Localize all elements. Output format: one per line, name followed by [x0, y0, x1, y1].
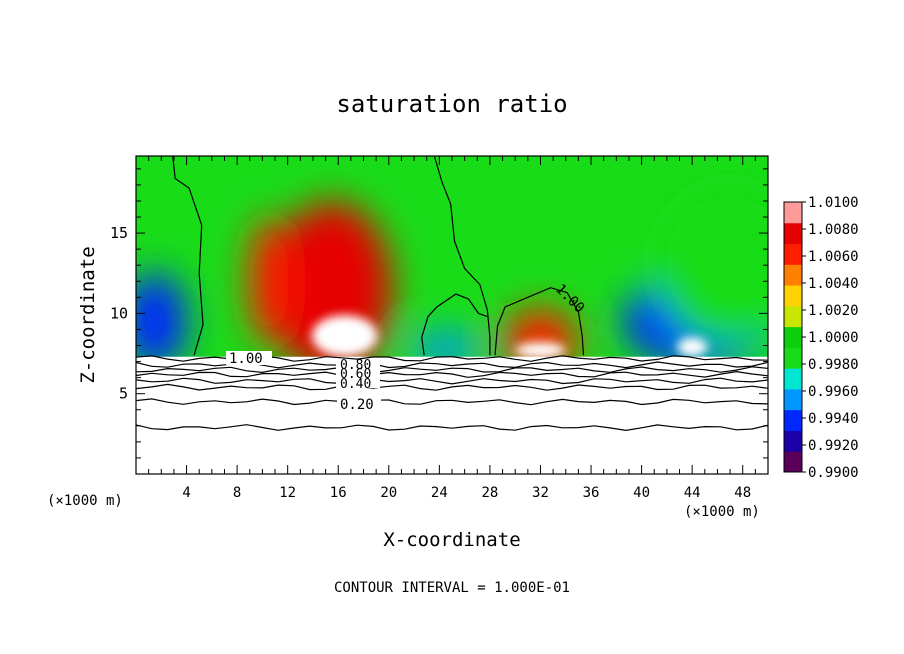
y-axis-ticks: 5 10 15: [110, 168, 768, 459]
colorbar-segment: [784, 388, 802, 411]
x-tick-label: 20: [380, 485, 397, 501]
colorbar-segment: [784, 409, 802, 431]
colorbar-segment: [784, 264, 802, 286]
x-tick-label: 32: [532, 485, 549, 501]
contour-line-lower-5: [136, 383, 768, 391]
contour-line-1-00-0: [172, 156, 204, 356]
saturated-core-1: [515, 342, 566, 359]
saturated-core-layer: [311, 315, 708, 359]
x-unit-label: (×1000 m): [684, 504, 760, 520]
colorbar-segment: [784, 285, 802, 307]
y-tick-label: 15: [110, 224, 128, 242]
colorbar-segment: [784, 347, 802, 369]
x-tick-label: 40: [633, 485, 650, 501]
contour-line-1-00-3: [494, 287, 585, 356]
contour-label-backdrop: [226, 351, 272, 365]
colorbar-tick-label: 0.9940: [808, 411, 859, 427]
x-tick-label: 48: [734, 485, 751, 501]
colorbar-tick-label: 1.0080: [808, 222, 859, 238]
x-tick-label: 28: [481, 485, 498, 501]
field-blob-6: [654, 184, 768, 346]
colorbar-tick-label: 0.9900: [808, 465, 859, 481]
plot-area: [136, 156, 768, 474]
x-tick-label: 36: [583, 485, 600, 501]
y-axis-label: Z-coordinate: [77, 246, 99, 383]
x-tick-label: 8: [233, 485, 241, 501]
x-tick-label: 24: [431, 485, 448, 501]
x-tick-label: 4: [182, 485, 190, 501]
colorbar-segment: [784, 202, 802, 224]
contour-line-lower-3: [136, 370, 768, 379]
contour-line-lower-7: [136, 424, 768, 432]
x-tick-label: 16: [330, 485, 347, 501]
colorbar-segment: [784, 368, 802, 390]
saturated-core-0: [311, 315, 378, 357]
contour-label-0-20: 0.20: [340, 397, 374, 413]
colorbar: 1.0100 1.0080 1.0060 1.0040 1.0020 1.0000 0.99…: [783, 195, 859, 481]
x-axis-label: X-coordinate: [383, 529, 520, 551]
colorbar-tick-label: 0.9980: [808, 357, 859, 373]
contour-label-0-80: 0.80: [340, 358, 371, 373]
contour-label-0-40: 0.40: [340, 377, 371, 392]
contour-label-1-00-lower: 1.00: [229, 351, 263, 367]
field-blob-3: [136, 273, 187, 370]
contour-interval-note: CONTOUR INTERVAL = 1.000E-01: [334, 580, 570, 596]
contour-label-0-60: 0.60: [340, 367, 371, 382]
contour-line-1-00-2: [421, 293, 488, 356]
colorbar-segment: [784, 430, 802, 452]
x-axis-ticks: 4 8 12 16 20 24 28 32 36 40 44 48: [148, 156, 756, 501]
contour-label-backdrop: [337, 396, 381, 410]
colorbar-segment: [784, 305, 802, 328]
y-tick-label: 5: [119, 385, 128, 403]
y-unit-label: (×1000 m): [47, 493, 123, 509]
contour-line-lower-4: [136, 377, 768, 385]
colorbar-tick-label: 0.9920: [808, 438, 859, 454]
contour-label-backdrop: [336, 360, 380, 388]
contour-line-lower-2: [136, 366, 768, 374]
chart-title: saturation ratio: [336, 90, 567, 118]
x-tick-label: 44: [684, 485, 701, 501]
x-tick-label: 12: [279, 485, 296, 501]
contour-line-lower-6: [136, 398, 768, 406]
colorbar-segment: [784, 451, 802, 473]
colorbar-segment: [784, 326, 802, 348]
colorbar-tick-label: 1.0020: [808, 303, 859, 319]
colorbar-tick-label: 0.9960: [808, 384, 859, 400]
colorbar-tick-label: 1.0060: [808, 249, 859, 265]
field-blob-1: [248, 217, 289, 346]
contour-line-1-00-1: [433, 156, 491, 356]
colorbar-tick-label: 1.0040: [808, 276, 859, 292]
colorbar-tick-label: 1.0000: [808, 330, 859, 346]
colorbar-segment: [784, 243, 802, 265]
colorbar-tick-label: 1.0100: [808, 195, 859, 211]
colorbar-segment: [784, 222, 802, 245]
saturated-core-2: [676, 337, 708, 357]
y-tick-label: 10: [110, 304, 128, 322]
